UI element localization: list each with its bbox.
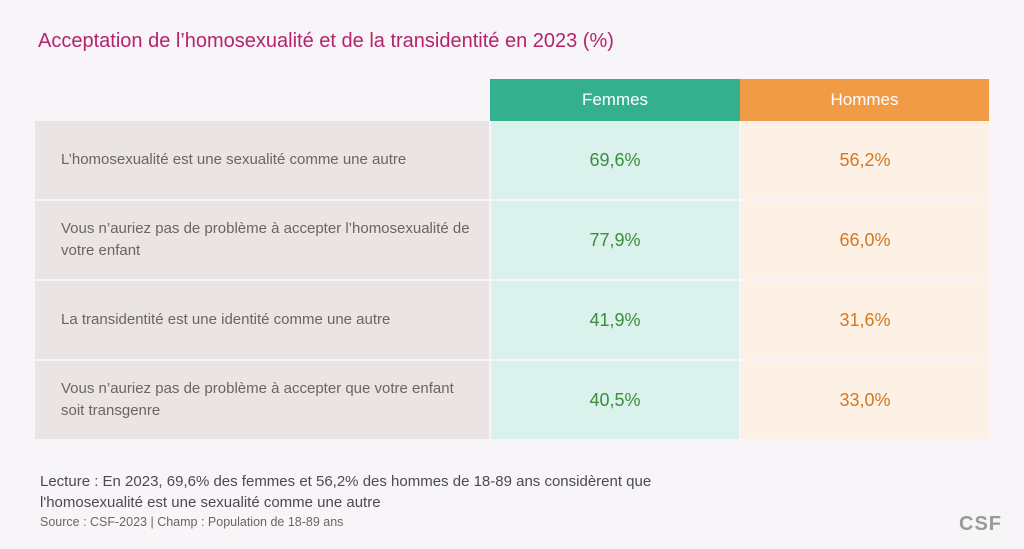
row-label: L’homosexualité est une sexualité comme … <box>35 121 491 201</box>
column-header-femmes: Femmes <box>490 79 740 121</box>
value-hommes: 33,0% <box>740 360 989 441</box>
row-label: Vous n’auriez pas de problème à accepter… <box>35 360 491 441</box>
header-empty <box>35 79 490 121</box>
data-table: Femmes Hommes L’homosexualité est une se… <box>35 79 989 441</box>
row-label: La transidentité est une identité comme … <box>35 280 491 361</box>
source-note: Source : CSF-2023 | Champ : Population d… <box>40 515 344 529</box>
table-row: L’homosexualité est une sexualité comme … <box>35 121 989 201</box>
table-row: Vous n’auriez pas de problème à accepter… <box>35 200 989 281</box>
value-femmes: 77,9% <box>490 200 741 281</box>
value-hommes: 31,6% <box>740 280 989 361</box>
value-femmes: 40,5% <box>490 360 741 441</box>
value-femmes: 41,9% <box>490 280 741 361</box>
column-header-hommes: Hommes <box>740 79 989 121</box>
csf-logo: CSF <box>959 513 1002 535</box>
value-hommes: 66,0% <box>740 200 989 281</box>
value-hommes: 56,2% <box>740 121 989 201</box>
reading-note: Lecture : En 2023, 69,6% des femmes et 5… <box>40 473 652 511</box>
chart-title: Acceptation de l’homosexualité et de la … <box>38 30 614 52</box>
header-row: Femmes Hommes <box>35 79 989 121</box>
table-row: Vous n’auriez pas de problème à accepter… <box>35 360 989 441</box>
row-label: Vous n’auriez pas de problème à accepter… <box>35 200 491 281</box>
table-row: La transidentité est une identité comme … <box>35 280 989 361</box>
value-femmes: 69,6% <box>490 121 741 201</box>
